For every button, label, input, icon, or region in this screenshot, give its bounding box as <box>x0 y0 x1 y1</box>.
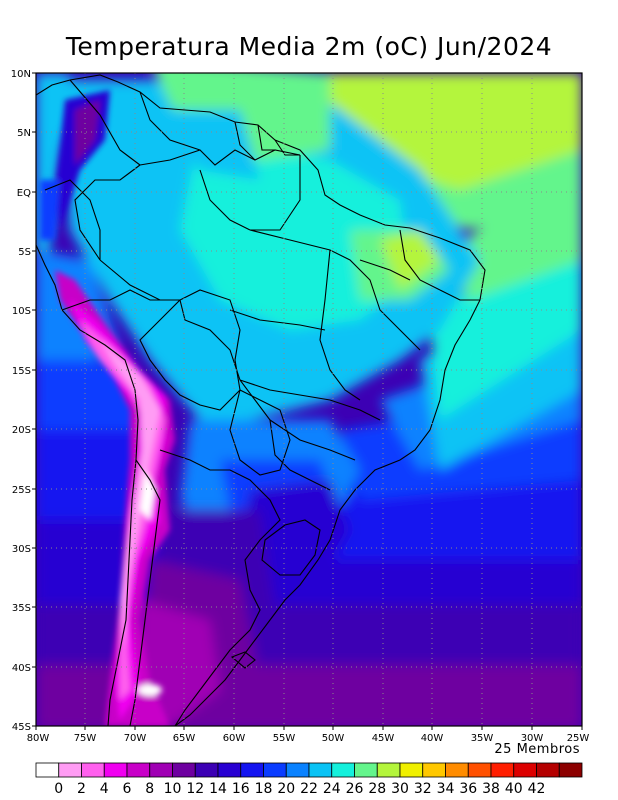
colorbar-swatch <box>490 762 515 778</box>
lat-label: 10N <box>11 69 31 80</box>
colorbar: 0 2 4 6 8 10 12 14 16 18 20 22 24 26 28 30 32 34 36 38 40 42 <box>35 762 583 797</box>
lon-label: 60W <box>223 733 246 744</box>
lat-label: 5S <box>18 247 31 258</box>
lon-label: 25W <box>567 733 590 744</box>
lat-label: EQ <box>17 188 31 199</box>
graticule <box>36 73 582 726</box>
colorbar-label: 16 <box>232 781 250 797</box>
colorbar-swatch <box>376 762 401 778</box>
map-title: Temperatura Media 2m (oC) Jun/2024 <box>65 32 553 61</box>
colorbar-label: 4 <box>100 781 109 797</box>
colorbar-swatch <box>513 762 537 778</box>
colorbar-label: 0 <box>54 781 63 797</box>
lat-axis <box>32 72 36 727</box>
colorbar-swatch <box>308 762 333 778</box>
lon-label: 45W <box>372 733 395 744</box>
colorbar-swatch <box>467 762 492 778</box>
colorbar-swatch <box>399 762 424 778</box>
lon-axis <box>35 726 583 730</box>
colorbar-swatch <box>240 762 264 778</box>
lat-label: 45S <box>12 722 31 733</box>
lon-label: 40W <box>421 733 444 744</box>
colorbar-swatch <box>536 762 560 778</box>
lon-labels: 80W 75W 70W 65W 60W 55W 50W 45W 40W 35W … <box>27 733 590 744</box>
lon-label: 35W <box>471 733 494 744</box>
lat-label: 30S <box>12 544 31 555</box>
colorbar-swatch <box>103 762 128 778</box>
lon-label: 75W <box>74 733 97 744</box>
colorbar-label: 26 <box>346 781 364 797</box>
colorbar-label: 2 <box>77 781 86 797</box>
colorbar-swatch <box>263 762 287 778</box>
lat-label: 10S <box>12 306 31 317</box>
colorbar-label: 18 <box>255 781 273 797</box>
lon-label: 70W <box>124 733 147 744</box>
colorbar-swatch <box>149 762 173 778</box>
colorbar-label: 40 <box>505 781 523 797</box>
colorbar-swatch <box>81 762 105 778</box>
members-label: 25 Membros <box>494 742 580 757</box>
colorbar-label: 38 <box>482 781 500 797</box>
colorbar-swatch <box>331 762 355 778</box>
lon-label: 65W <box>173 733 196 744</box>
lon-label: 50W <box>322 733 345 744</box>
colorbar-label: 20 <box>277 781 295 797</box>
colorbar-label: 10 <box>164 781 182 797</box>
lat-labels: 10N 5N EQ 5S 10S 15S 20S 25S 30S 35S 40S… <box>11 69 31 733</box>
lon-label: 30W <box>521 733 544 744</box>
lon-label: 55W <box>273 733 296 744</box>
colorbar-label: 22 <box>300 781 318 797</box>
colorbar-swatch <box>422 762 446 778</box>
colorbar-label: 8 <box>145 781 154 797</box>
map-frame <box>35 72 583 727</box>
colorbar-swatch <box>194 762 219 778</box>
colorbar-label: 6 <box>123 781 132 797</box>
colorbar-swatch <box>285 762 310 778</box>
lat-label: 25S <box>12 485 31 496</box>
colorbar-swatch <box>558 762 583 778</box>
colorbar-label: 28 <box>368 781 386 797</box>
colorbar-label: 14 <box>209 781 227 797</box>
colorbar-label: 32 <box>414 781 432 797</box>
lat-label: 15S <box>12 366 31 377</box>
colorbar-label: 12 <box>186 781 204 797</box>
colorbar-label: 30 <box>391 781 409 797</box>
lat-label: 35S <box>12 603 31 614</box>
colorbar-label: 24 <box>323 781 341 797</box>
colorbar-swatch <box>172 762 196 778</box>
colorbar-swatch <box>126 762 151 778</box>
colorbar-label: 42 <box>528 781 546 797</box>
political-borders <box>36 74 486 726</box>
colorbar-swatch <box>445 762 469 778</box>
colorbar-swatch <box>354 762 378 778</box>
lon-label: 80W <box>27 733 50 744</box>
colorbar-label: 34 <box>437 781 455 797</box>
colorbar-swatch <box>58 762 82 778</box>
colorbar-swatch <box>217 762 242 778</box>
colorbar-swatch <box>35 762 60 778</box>
colorbar-label: 36 <box>459 781 477 797</box>
lat-label: 20S <box>12 425 31 436</box>
lat-label: 40S <box>12 663 31 674</box>
lat-label: 5N <box>17 128 31 139</box>
